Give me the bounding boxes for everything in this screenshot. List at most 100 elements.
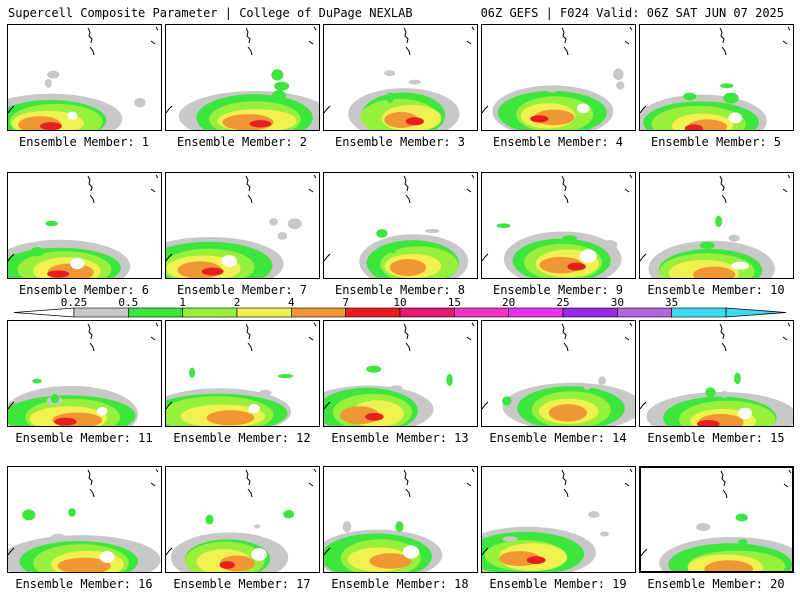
member-map-5 — [640, 26, 791, 130]
member-map-2 — [166, 26, 319, 130]
colorbar-tick-0: 0.25 — [61, 296, 88, 309]
ensemble-member-panel-9 — [481, 172, 636, 279]
coastline-15 — [640, 322, 791, 410]
member-map-3 — [324, 26, 475, 130]
colorbar-segment-9 — [562, 307, 618, 318]
colorbar-segment-10 — [617, 307, 672, 318]
ensemble-member-panel-5 — [639, 24, 794, 131]
ensemble-member-panel-15 — [639, 320, 794, 427]
member-map-14 — [482, 322, 635, 426]
ensemble-member-panel-17 — [165, 466, 320, 573]
coastline-10 — [640, 174, 791, 262]
member-label-19: Ensemble Member: 19 — [489, 577, 627, 591]
coastline-12 — [166, 322, 317, 410]
ensemble-member-panel-3 — [323, 24, 478, 131]
member-label-14: Ensemble Member: 14 — [489, 431, 627, 445]
scp-field-12 — [166, 367, 294, 426]
member-label-18: Ensemble Member: 18 — [331, 577, 469, 591]
scp-field-17 — [170, 509, 295, 572]
colorbar-tick-11: 35 — [665, 296, 678, 309]
scp-field-2 — [178, 69, 319, 130]
member-label-1: Ensemble Member: 1 — [18, 135, 150, 149]
colorbar-tick-4: 4 — [288, 296, 295, 309]
scp-field-16 — [8, 508, 161, 572]
member-label-2: Ensemble Member: 2 — [176, 135, 308, 149]
coastline-8 — [324, 174, 475, 262]
member-label-3: Ensemble Member: 3 — [334, 135, 466, 149]
member-map-15 — [640, 322, 793, 426]
member-label-5: Ensemble Member: 5 — [650, 135, 782, 149]
member-map-17 — [166, 468, 317, 572]
member-map-20 — [641, 469, 792, 571]
member-label-8: Ensemble Member: 8 — [334, 283, 466, 297]
colorbar-tick-10: 30 — [611, 296, 624, 309]
colorbar-tick-5: 7 — [342, 296, 349, 309]
coastline-11 — [8, 322, 159, 410]
member-label-20: Ensemble Member: 20 — [647, 577, 785, 591]
ensemble-member-panel-14 — [481, 320, 636, 427]
colorbar-tick-9: 25 — [556, 296, 569, 309]
member-map-9 — [482, 174, 633, 278]
member-label-6: Ensemble Member: 6 — [18, 283, 150, 297]
colorbar-legend: 0.25 0.5 1 2 4 7 10 15 20 25 30 35 — [13, 296, 787, 318]
scp-field-4 — [492, 68, 625, 130]
coastline-3 — [324, 26, 475, 114]
scp-field-8 — [359, 228, 469, 278]
coastline-13 — [324, 322, 475, 410]
ensemble-member-panel-12 — [165, 320, 320, 427]
member-map-4 — [482, 26, 633, 130]
coastline-4 — [482, 26, 633, 114]
ensemble-member-panel-6 — [7, 172, 162, 279]
member-map-16 — [8, 468, 161, 572]
coastline-2 — [166, 26, 317, 114]
member-label-13: Ensemble Member: 13 — [331, 431, 469, 445]
member-label-15: Ensemble Member: 15 — [647, 431, 785, 445]
member-label-17: Ensemble Member: 17 — [173, 577, 311, 591]
member-label-9: Ensemble Member: 9 — [492, 283, 624, 297]
colorbar-segment-6 — [399, 307, 455, 318]
scp-field-1 — [8, 70, 146, 130]
coastline-19 — [482, 468, 633, 556]
member-label-4: Ensemble Member: 4 — [492, 135, 624, 149]
member-map-12 — [166, 322, 317, 426]
member-map-11 — [8, 322, 159, 426]
colorbar-segment-8 — [508, 307, 564, 318]
scp-field-7 — [166, 218, 302, 278]
ensemble-member-panel-19 — [481, 466, 636, 573]
scp-field-6 — [8, 220, 131, 278]
member-label-10: Ensemble Member: 10 — [647, 283, 785, 297]
coastline-1 — [8, 26, 159, 114]
member-label-12: Ensemble Member: 12 — [173, 431, 311, 445]
member-label-11: Ensemble Member: 11 — [15, 431, 153, 445]
scp-field-18 — [324, 521, 443, 572]
member-label-7: Ensemble Member: 7 — [176, 283, 308, 297]
member-map-6 — [8, 174, 159, 278]
coastline-18 — [324, 468, 475, 556]
member-label-16: Ensemble Member: 16 — [15, 577, 153, 591]
colorbar-tick-1: 0.5 — [118, 296, 138, 309]
scp-field-15 — [646, 372, 793, 426]
member-map-7 — [166, 174, 317, 278]
colorbar-segment-2 — [182, 307, 238, 318]
colorbar-tick-2: 1 — [179, 296, 186, 309]
colorbar-tick-3: 2 — [234, 296, 241, 309]
coastline-9 — [482, 174, 633, 262]
scp-field-3 — [348, 70, 460, 130]
colorbar-segment-11 — [671, 307, 727, 318]
ensemble-member-panel-13 — [323, 320, 478, 427]
scp-field-13 — [324, 365, 453, 426]
colorbar-min-arrow — [13, 307, 75, 318]
colorbar-tick-7: 15 — [448, 296, 461, 309]
member-map-13 — [324, 322, 475, 426]
member-map-1 — [8, 26, 159, 130]
colorbar-segment-7 — [454, 307, 509, 318]
colorbar-tick-8: 20 — [502, 296, 515, 309]
colorbar-segment-5 — [345, 307, 401, 318]
coastline-5 — [640, 26, 791, 114]
scp-field-19 — [482, 511, 609, 572]
colorbar-max-arrow — [725, 307, 787, 318]
scp-field-11 — [8, 378, 138, 426]
ensemble-member-panel-2 — [165, 24, 320, 131]
coastline-6 — [8, 174, 159, 262]
ensemble-member-panel-16 — [7, 466, 162, 573]
